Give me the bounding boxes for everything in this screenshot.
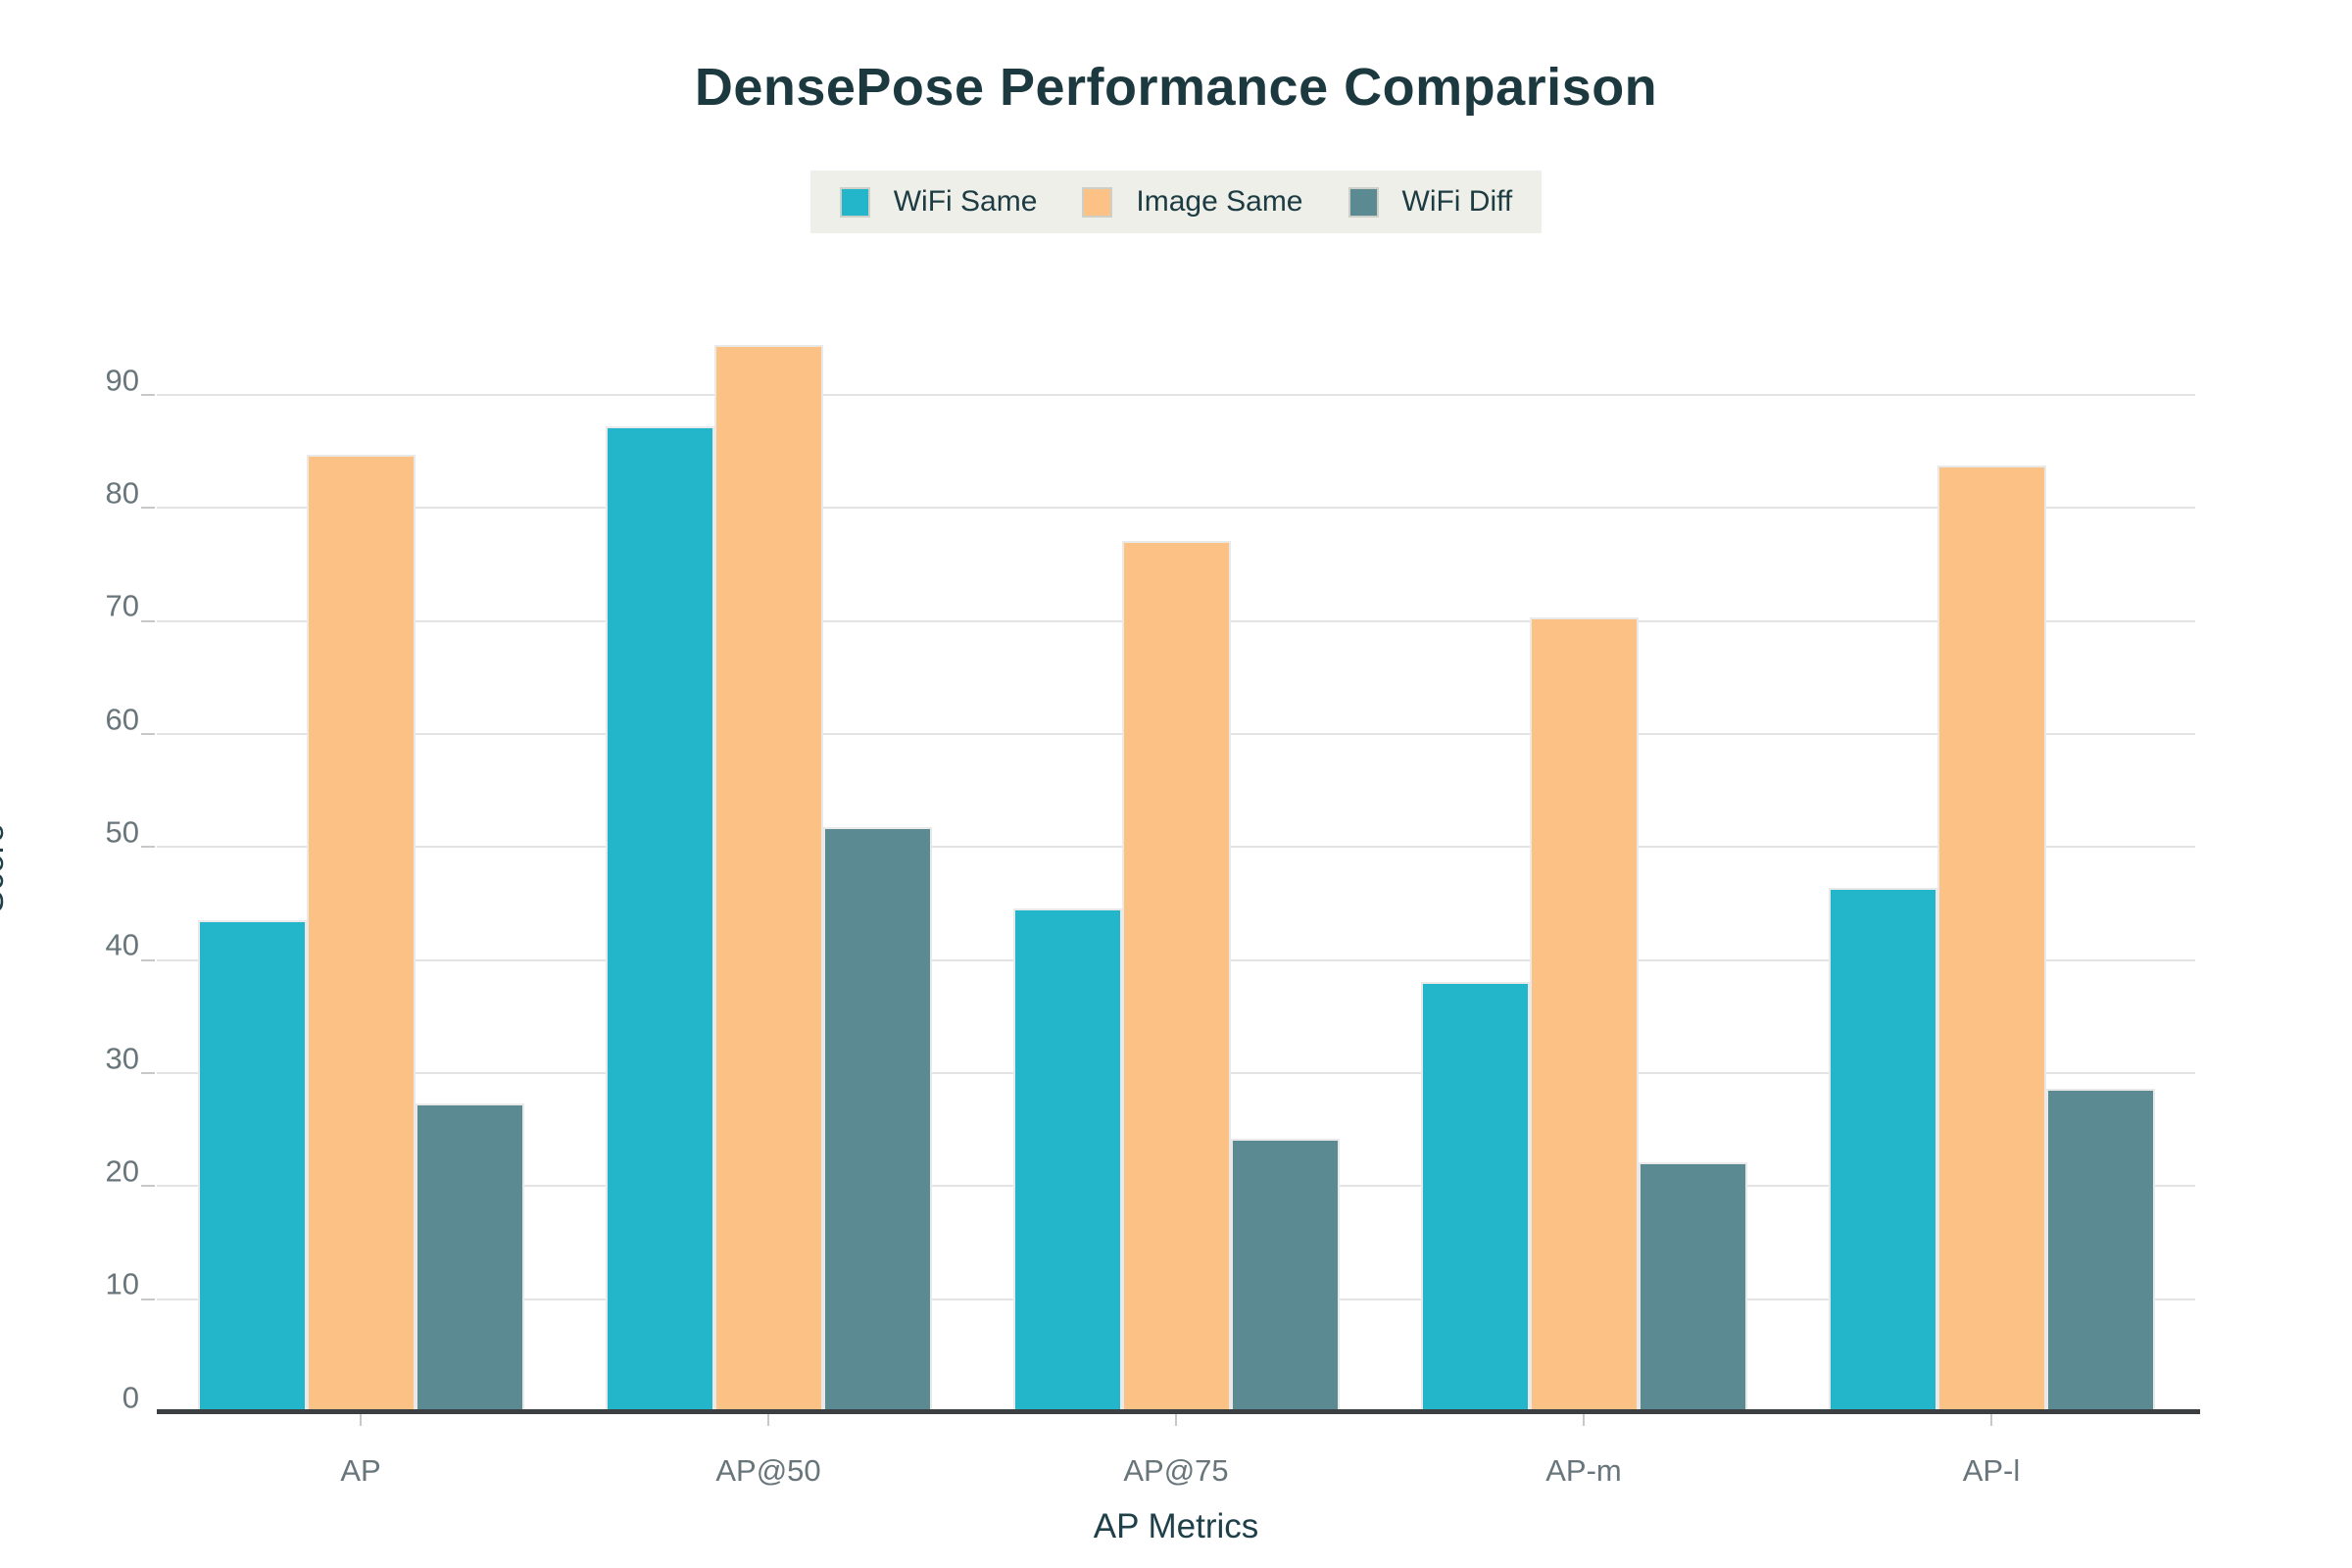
bar-image-same-ap[interactable] (306, 455, 416, 1412)
y-tick-label-0: 0 (122, 1380, 139, 1414)
x-tick-label-ap: AP (340, 1453, 381, 1488)
x-tick-label-ap-50: AP@50 (715, 1453, 821, 1488)
y-tick-mark (141, 619, 155, 622)
bar-wifi-diff-ap[interactable] (415, 1103, 524, 1412)
bar-wifi-diff-ap-m[interactable] (1638, 1162, 1747, 1412)
bar-wifi-diff-ap-50[interactable] (822, 826, 932, 1412)
bar-wifi-diff-ap-l[interactable] (2045, 1089, 2155, 1412)
gridline-y-90 (157, 394, 2195, 397)
chart-title: DensePose Performance Comparison (694, 58, 1658, 117)
legend-swatch-image-same-icon (1082, 186, 1113, 218)
legend-swatch-wifi-same-icon (839, 186, 870, 218)
y-tick-mark (141, 1185, 155, 1188)
legend-item-wifi-same[interactable]: WiFi Same (839, 185, 1038, 219)
x-tick-mark (360, 1412, 362, 1426)
x-axis-line (157, 1409, 2200, 1414)
legend-container: WiFi Same Image Same WiFi Diff (0, 171, 2352, 233)
y-tick-mark (141, 1072, 155, 1075)
y-tick-label-90: 90 (105, 363, 139, 398)
y-tick-label-10: 10 (105, 1266, 139, 1301)
legend-swatch-wifi-diff-icon (1348, 186, 1379, 218)
x-tick-mark (1583, 1412, 1585, 1426)
x-tick-mark (1175, 1412, 1177, 1426)
bar-wifi-same-ap[interactable] (197, 920, 307, 1412)
y-tick-label-40: 40 (105, 927, 139, 962)
y-tick-label-70: 70 (105, 588, 139, 623)
legend-item-wifi-diff[interactable]: WiFi Diff (1348, 185, 1513, 219)
y-tick-label-20: 20 (105, 1153, 139, 1189)
y-tick-mark (141, 733, 155, 736)
y-tick-mark (141, 958, 155, 961)
x-tick-label-ap-l: AP-l (1962, 1453, 2021, 1488)
bar-wifi-same-ap-75[interactable] (1012, 907, 1122, 1412)
bar-wifi-diff-ap-75[interactable] (1230, 1138, 1340, 1412)
legend-label-wifi-diff: WiFi Diff (1401, 185, 1513, 218)
y-tick-label-50: 50 (105, 814, 139, 850)
legend-item-image-same[interactable]: Image Same (1082, 185, 1303, 219)
bar-wifi-same-ap-50[interactable] (605, 426, 714, 1412)
x-tick-mark (767, 1412, 769, 1426)
gridline-y-80 (157, 507, 2195, 510)
x-tick-label-ap-75: AP@75 (1123, 1453, 1229, 1488)
bar-image-same-ap-75[interactable] (1121, 540, 1231, 1412)
bar-wifi-same-ap-m[interactable] (1420, 981, 1530, 1412)
y-tick-mark (141, 1298, 155, 1300)
legend-label-image-same: Image Same (1136, 185, 1303, 218)
legend: WiFi Same Image Same WiFi Diff (809, 171, 1543, 233)
plot-area: 0 10 20 30 40 50 60 70 80 90 AP AP@50 AP@75 AP-m AP-l (106, 325, 2200, 1488)
bar-wifi-same-ap-l[interactable] (1828, 887, 1937, 1412)
x-tick-mark (1990, 1412, 1992, 1426)
x-tick-label-ap-m: AP-m (1545, 1453, 1622, 1488)
y-tick-label-80: 80 (105, 475, 139, 511)
bar-image-same-ap-m[interactable] (1529, 617, 1639, 1412)
bar-image-same-ap-50[interactable] (713, 345, 823, 1412)
y-tick-mark (141, 507, 155, 510)
y-tick-label-60: 60 (105, 702, 139, 737)
y-tick-label-30: 30 (105, 1041, 139, 1076)
y-tick-mark (141, 846, 155, 849)
y-axis-title: Score (0, 823, 11, 913)
bar-image-same-ap-l[interactable] (1936, 465, 2046, 1412)
x-axis-title: AP Metrics (1093, 1507, 1259, 1545)
legend-label-wifi-same: WiFi Same (893, 185, 1038, 218)
y-tick-mark (141, 394, 155, 397)
